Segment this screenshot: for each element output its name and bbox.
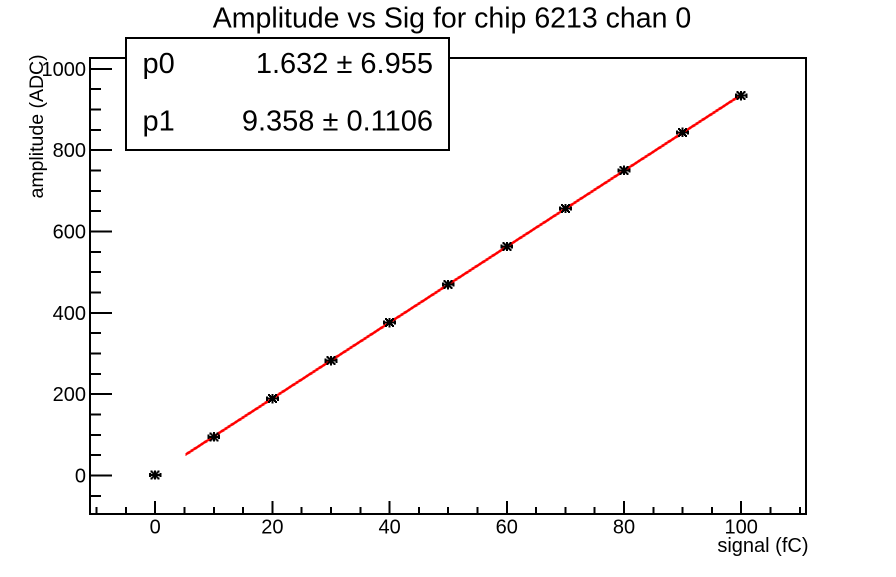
svg-text:p0: p0 <box>143 48 175 80</box>
svg-text:400: 400 <box>53 303 86 325</box>
svg-text:Amplitude vs Sig for chip 6213: Amplitude vs Sig for chip 6213 chan 0 <box>213 3 691 35</box>
svg-text:40: 40 <box>378 517 400 539</box>
svg-text:200: 200 <box>53 384 86 406</box>
svg-text:0: 0 <box>150 517 161 539</box>
svg-text:signal (fC): signal (fC) <box>717 535 808 557</box>
svg-text:20: 20 <box>261 517 283 539</box>
svg-text:0: 0 <box>75 465 86 487</box>
svg-text:amplitude (ADC): amplitude (ADC) <box>26 54 48 198</box>
svg-text:800: 800 <box>53 140 86 162</box>
svg-text:60: 60 <box>496 517 518 539</box>
svg-text:p1: p1 <box>143 106 175 138</box>
svg-text:1.632 ± 6.955: 1.632 ± 6.955 <box>256 48 433 80</box>
svg-text:80: 80 <box>613 517 635 539</box>
svg-text:9.358 ± 0.1106: 9.358 ± 0.1106 <box>242 106 433 138</box>
svg-text:600: 600 <box>53 221 86 243</box>
svg-text:1000: 1000 <box>42 59 87 81</box>
svg-text:100: 100 <box>725 517 758 539</box>
